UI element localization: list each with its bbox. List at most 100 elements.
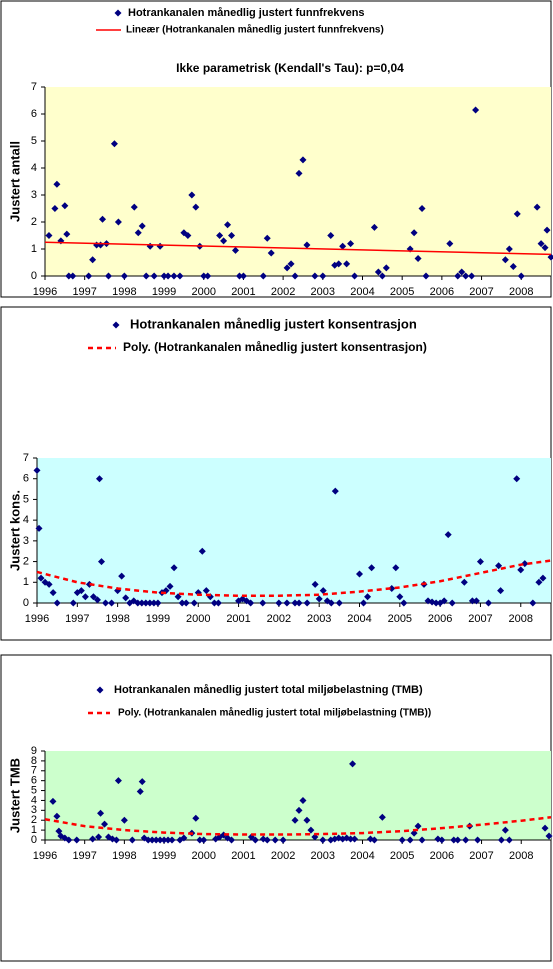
data-point (152, 836, 160, 844)
data-point (378, 813, 386, 821)
data-point (279, 836, 287, 844)
data-point (170, 272, 178, 280)
data-point (448, 599, 456, 607)
data-point (51, 205, 59, 212)
data-point (160, 836, 168, 844)
data-point (49, 589, 57, 597)
y-axis-label: Justert TMB (7, 758, 22, 833)
data-point (174, 593, 182, 601)
x-tick-label: 2004 (350, 286, 374, 298)
data-point (529, 599, 537, 607)
data-point (166, 582, 174, 590)
data-point (178, 599, 186, 607)
data-point (61, 202, 69, 210)
data-point (497, 587, 505, 595)
data-point (69, 599, 77, 607)
data-point (164, 836, 172, 844)
data-point (202, 587, 210, 595)
data-point (120, 816, 128, 824)
x-tick-label: 2008 (509, 850, 533, 862)
data-point (406, 836, 414, 844)
data-point (541, 824, 549, 832)
data-point (291, 272, 299, 280)
data-point (228, 232, 236, 239)
data-point (235, 272, 243, 280)
data-point (396, 593, 404, 601)
data-point (462, 836, 470, 844)
data-point (53, 812, 61, 820)
x-tick-label: 2003 (311, 850, 335, 862)
x-tick-label: 2006 (430, 850, 454, 862)
data-point (108, 599, 116, 607)
data-point (128, 836, 136, 844)
data-point (81, 593, 89, 601)
x-tick-label: 1996 (33, 286, 57, 298)
data-point (497, 836, 505, 844)
data-point (192, 203, 200, 211)
data-point (319, 272, 327, 280)
x-tick-label: 2005 (390, 850, 414, 862)
y-tick-label: 3 (31, 804, 37, 816)
x-tick-label: 2000 (186, 613, 210, 625)
y-tick-label: 7 (31, 765, 37, 777)
data-point (291, 599, 299, 607)
data-point (509, 263, 517, 271)
x-tick-label: 2006 (428, 613, 452, 625)
data-point (138, 222, 146, 230)
data-point (198, 547, 206, 555)
data-point (45, 232, 53, 239)
data-point (95, 833, 103, 841)
data-point (343, 260, 351, 268)
data-point (224, 221, 232, 229)
data-point (259, 599, 267, 607)
data-point (196, 836, 204, 844)
y-tick-label: 0 (23, 597, 29, 609)
data-point (485, 599, 493, 607)
data-point (392, 564, 400, 572)
plot-area (37, 458, 551, 603)
data-point (513, 475, 521, 483)
data-point (263, 836, 271, 844)
data-point (311, 580, 319, 588)
data-point (53, 599, 61, 607)
x-tick-label: 2002 (267, 613, 291, 625)
data-point (134, 229, 142, 237)
data-point (444, 531, 452, 539)
data-point (295, 806, 303, 814)
data-point (89, 256, 97, 264)
data-point (468, 272, 476, 280)
data-point (200, 272, 208, 280)
x-tick-label: 2003 (307, 613, 331, 625)
data-point (164, 272, 172, 280)
data-point (65, 836, 73, 844)
data-point (474, 836, 482, 844)
y-tick-label: 4 (31, 162, 37, 174)
data-point (200, 836, 208, 844)
x-tick-label: 1996 (25, 613, 49, 625)
data-point (543, 226, 551, 234)
data-point (454, 272, 462, 280)
data-point (472, 597, 480, 605)
data-point (170, 564, 178, 572)
x-tick-label: 1996 (33, 850, 57, 862)
data-point (283, 599, 291, 607)
x-tick-label: 2005 (390, 286, 414, 298)
data-point (144, 836, 152, 844)
data-point (138, 778, 146, 786)
data-point (414, 822, 422, 830)
data-point (545, 832, 553, 840)
data-point (347, 835, 355, 843)
data-point (180, 834, 188, 842)
data-point (339, 242, 347, 250)
data-point (356, 570, 364, 578)
data-point (517, 272, 525, 280)
data-point (104, 272, 112, 280)
data-point (142, 272, 150, 280)
data-point (259, 272, 267, 280)
data-point (335, 260, 343, 268)
data-point (134, 599, 142, 607)
data-point (228, 836, 236, 844)
x-tick-label: 2000 (192, 286, 216, 298)
data-point (271, 836, 279, 844)
data-point (98, 558, 106, 566)
